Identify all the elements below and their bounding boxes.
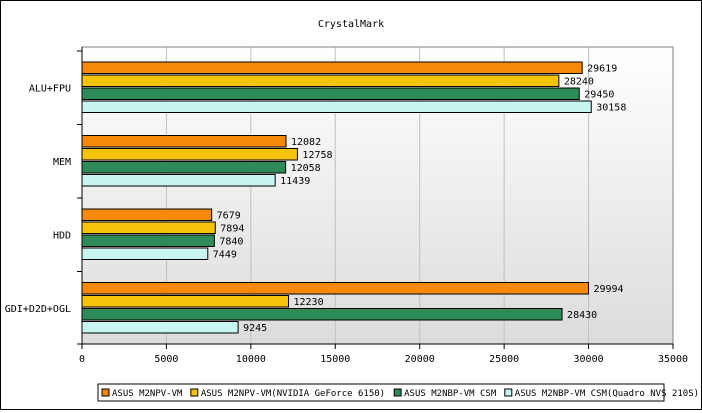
data-label: 9245: [243, 323, 267, 334]
legend-swatch: [393, 388, 402, 397]
category-label: GDI+D2D+OGL: [5, 304, 71, 315]
x-tick-label: 10000: [236, 354, 266, 365]
chart-title: CrystalMark: [318, 19, 384, 30]
bar: [81, 74, 560, 87]
bar: [81, 295, 290, 308]
legend-box: [97, 383, 665, 402]
legend-label: ASUS M2NBP-VM CSM(Quadro NVS 210S): [515, 389, 699, 399]
bar: [81, 135, 287, 148]
x-tick-label: 5000: [154, 354, 178, 365]
x-tick-label: 30000: [574, 354, 604, 365]
category-label: HDD: [53, 230, 71, 241]
x-tick-label: 35000: [658, 354, 688, 365]
data-label: 29450: [584, 90, 614, 101]
bar: [81, 61, 583, 74]
bar: [81, 148, 298, 161]
x-tick-label: 15000: [320, 354, 350, 365]
legend: ASUS M2NPV-VM ASUS M2NPV-VM(NVIDIA GeForc…: [97, 383, 699, 402]
data-label: 11439: [280, 176, 310, 187]
bar: [81, 282, 589, 295]
legend-swatch: [190, 388, 199, 397]
data-label: 12230: [294, 297, 324, 308]
bar: [81, 87, 580, 100]
data-label: 28240: [564, 77, 594, 88]
x-tick-label: 20000: [405, 354, 435, 365]
data-label: 29994: [593, 284, 623, 295]
legend-swatch: [504, 388, 513, 397]
data-label: 12082: [291, 137, 321, 148]
bar: [81, 221, 216, 234]
x-tick-label: 0: [79, 354, 85, 365]
data-label: 30158: [596, 103, 626, 114]
bar: [81, 100, 592, 113]
data-label: 28430: [567, 310, 597, 321]
legend-label: ASUS M2NPV-VM(NVIDIA GeForce 6150): [201, 389, 385, 399]
legend-label: ASUS M2NPV-VM: [112, 389, 183, 399]
bar: [81, 174, 276, 187]
bar: [81, 161, 287, 174]
legend-swatch: [101, 388, 110, 397]
plot-area: 0 5000 10000 15000 20000 25000 30000 35000 ALU+F…: [5, 46, 688, 365]
category-label: ALU+FPU: [29, 83, 71, 94]
data-label: 7840: [219, 237, 243, 248]
bar: [81, 247, 209, 260]
bar: [81, 308, 563, 321]
data-label: 29619: [587, 64, 617, 75]
x-tick-label: 25000: [489, 354, 519, 365]
bar: [81, 208, 213, 221]
bar: [81, 234, 215, 247]
category-label: MEM: [53, 157, 71, 168]
bar: [81, 321, 239, 334]
data-label: 7894: [220, 224, 244, 235]
data-label: 7679: [217, 211, 241, 222]
data-label: 7449: [213, 250, 237, 261]
data-label: 12058: [291, 163, 321, 174]
data-label: 12758: [302, 150, 332, 161]
legend-label: ASUS M2NBP-VM CSM: [404, 389, 497, 399]
